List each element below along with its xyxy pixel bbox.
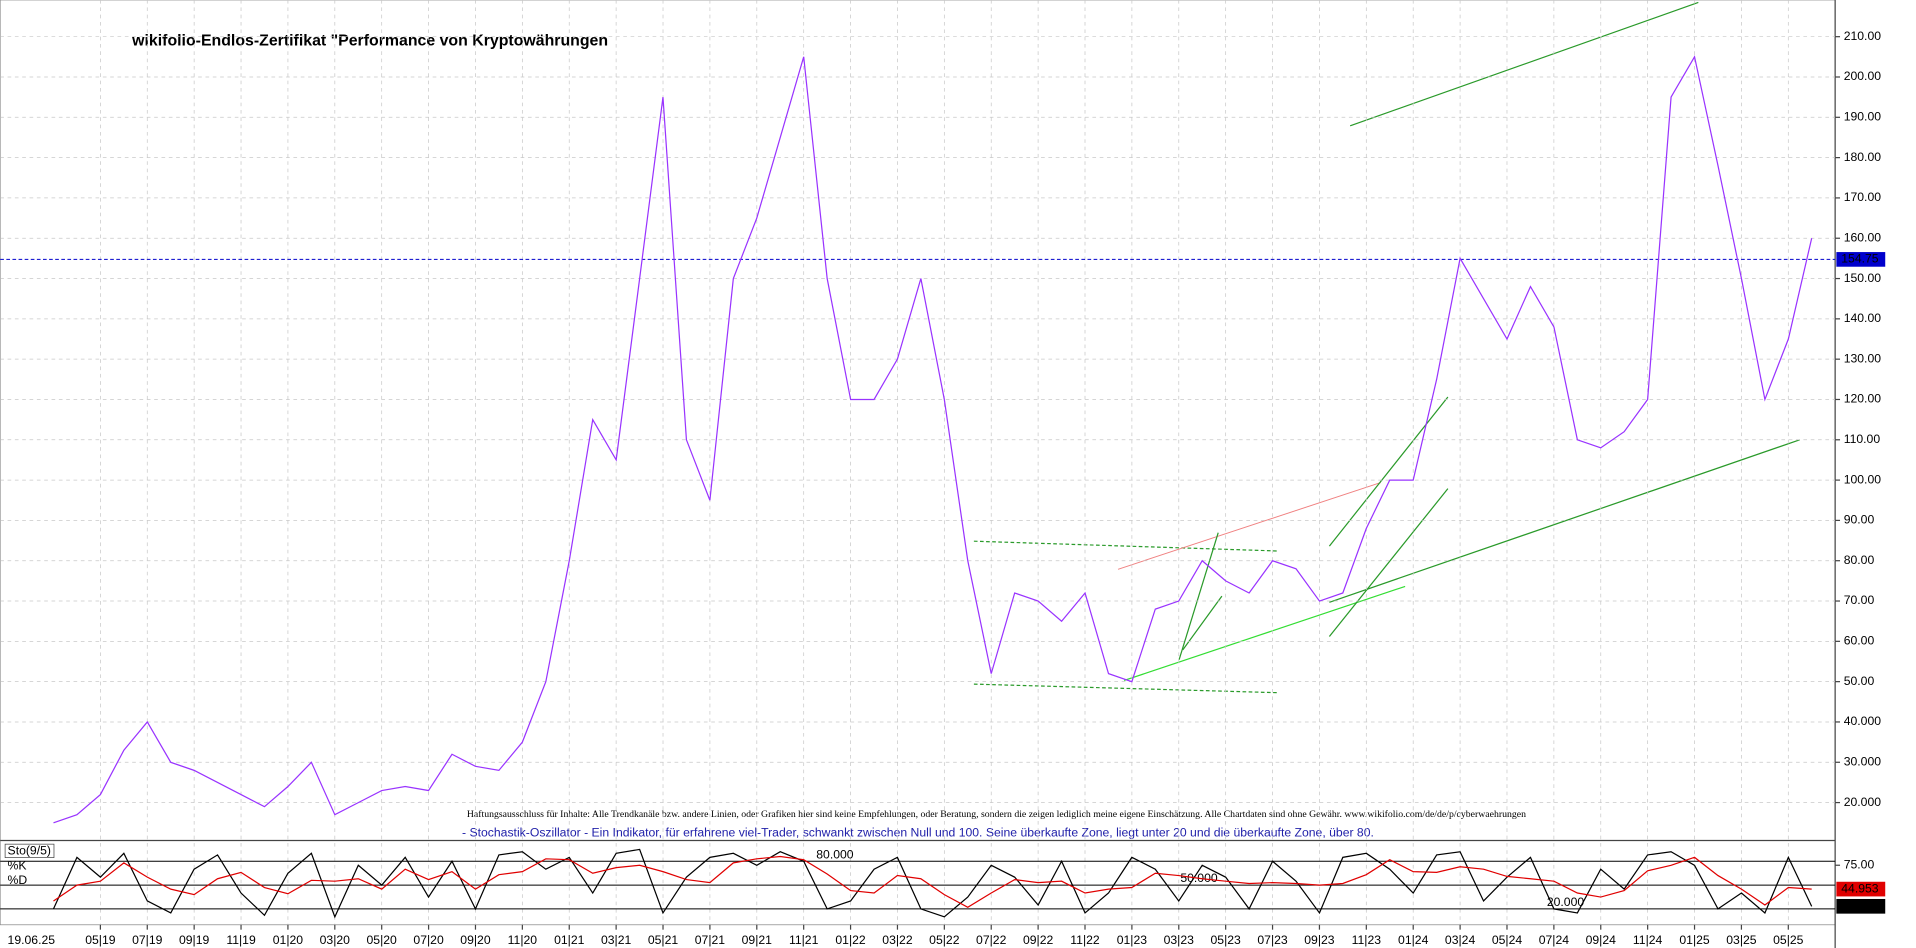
y-tick-label: 20.000 — [1844, 795, 1882, 809]
legend-label: %K — [8, 858, 27, 872]
trend-line — [1178, 532, 1219, 660]
x-tick-label: 01|25 — [1679, 933, 1710, 947]
y-tick-label: 190.00 — [1844, 110, 1882, 124]
y-tick-label: 110.00 — [1844, 432, 1881, 446]
y-tick-label: 75.00 — [1844, 857, 1875, 871]
x-tick-label: 03|21 — [601, 933, 632, 947]
trend-lines — [973, 1, 1800, 694]
x-tick-label: 05|19 — [85, 933, 116, 947]
trend-line — [1328, 396, 1449, 547]
y-tick-label: 140.00 — [1844, 311, 1882, 325]
level-label: 80.000 — [816, 847, 854, 861]
data-line — [53, 855, 1812, 909]
x-tick-label: 07|23 — [1257, 933, 1288, 947]
x-tick-label: 01|23 — [1117, 933, 1148, 947]
y-tick-label: 60.00 — [1844, 634, 1875, 648]
trend-line — [1117, 482, 1381, 570]
current-value-box — [1836, 252, 1886, 267]
x-tick-label: 03|23 — [1164, 933, 1195, 947]
trend-line — [1329, 439, 1800, 603]
y-tick-label: 160.00 — [1844, 230, 1882, 244]
y-tick-label: 200.00 — [1844, 69, 1882, 83]
y-tick-label: 50.00 — [1844, 674, 1875, 688]
data-line — [53, 55, 1813, 824]
x-tick-label: 01|22 — [835, 933, 866, 947]
x-tick-label: 09|22 — [1023, 933, 1054, 947]
y-tick-label: 120.00 — [1844, 392, 1882, 406]
disclaimer: Haftungsausschluss für Inhalte: Alle Tre… — [467, 809, 1526, 820]
trend-line — [1349, 1, 1699, 127]
trend-line — [1182, 595, 1223, 651]
y-tick-label: 170.00 — [1844, 190, 1882, 204]
y-tick-label: 130.00 — [1844, 351, 1882, 365]
data-line — [52, 848, 1813, 919]
y-tick-label: 210.00 — [1844, 29, 1882, 43]
y-tick-label: 150.00 — [1844, 271, 1882, 285]
x-tick-label: 03|25 — [1726, 933, 1757, 947]
x-tick-label: 01|24 — [1398, 933, 1429, 947]
x-tick-label: 09|21 — [742, 933, 773, 947]
x-tick-label: 05|20 — [367, 933, 398, 947]
last-value-box — [1836, 898, 1886, 914]
x-tick-label: 05|23 — [1210, 933, 1241, 947]
x-tick-label: 09|20 — [460, 933, 491, 947]
x-tick-label: 07|24 — [1539, 933, 1570, 947]
last-value-label: 44.953 — [1841, 881, 1879, 895]
x-tick-label: 07|19 — [132, 933, 163, 947]
y-tick-label: 90.00 — [1844, 513, 1875, 527]
indicator-box — [4, 843, 55, 858]
x-tick-label: 11|21 — [789, 933, 819, 947]
x-tick-label: 11|20 — [508, 933, 538, 947]
trend-line — [973, 683, 1277, 694]
x-tick-label: 11|23 — [1352, 933, 1382, 947]
x-tick-label: 09|24 — [1586, 933, 1617, 947]
indicator-note: - Stochastik-Oszillator - Ein Indikator,… — [462, 825, 1374, 839]
trend-line — [1123, 585, 1406, 682]
x-tick-label: 07|22 — [976, 933, 1007, 947]
y-tick-label: 40.000 — [1844, 714, 1882, 728]
indicator-title: Sto(9/5) — [8, 844, 51, 858]
x-tick-label: 09|23 — [1304, 933, 1335, 947]
x-tick-label: 11|19 — [226, 933, 256, 947]
plot-frame — [0, 0, 1836, 926]
date-label: 19.06.25 — [8, 933, 56, 947]
y-tick-label: 80.00 — [1844, 553, 1875, 567]
y-tick-label: 180.00 — [1844, 150, 1882, 164]
y-tick-label: 100.00 — [1844, 472, 1882, 486]
x-tick-label: 03|22 — [882, 933, 913, 947]
x-tick-label: 01|20 — [273, 933, 304, 947]
x-tick-label: 11|22 — [1070, 933, 1100, 947]
x-tick-label: 03|24 — [1445, 933, 1476, 947]
last-value-label: 23.275 — [1841, 899, 1879, 913]
x-tick-label: 11|24 — [1633, 933, 1663, 947]
x-tick-label: 07|20 — [413, 933, 444, 947]
current-value-label: 154.75 — [1841, 252, 1879, 266]
last-value-box — [1836, 881, 1886, 897]
x-tick-label: 07|21 — [695, 933, 726, 947]
chart-title: wikifolio-Endlos-Zertifikat "Performance… — [131, 33, 608, 50]
legend-label: %D — [8, 873, 28, 887]
x-tick-label: 05|25 — [1773, 933, 1804, 947]
x-tick-label: 09|19 — [179, 933, 210, 947]
x-tick-label: 05|21 — [648, 933, 679, 947]
x-tick-label: 05|22 — [929, 933, 960, 947]
y-tick-label: 70.00 — [1844, 593, 1875, 607]
trend-line — [973, 540, 1277, 552]
trend-line — [1328, 488, 1449, 637]
x-tick-label: 03|20 — [320, 933, 351, 947]
level-label: 20.000 — [1547, 895, 1585, 909]
x-tick-label: 01|21 — [554, 933, 585, 947]
y-tick-label: 30.000 — [1844, 754, 1882, 768]
x-tick-label: 05|24 — [1492, 933, 1523, 947]
